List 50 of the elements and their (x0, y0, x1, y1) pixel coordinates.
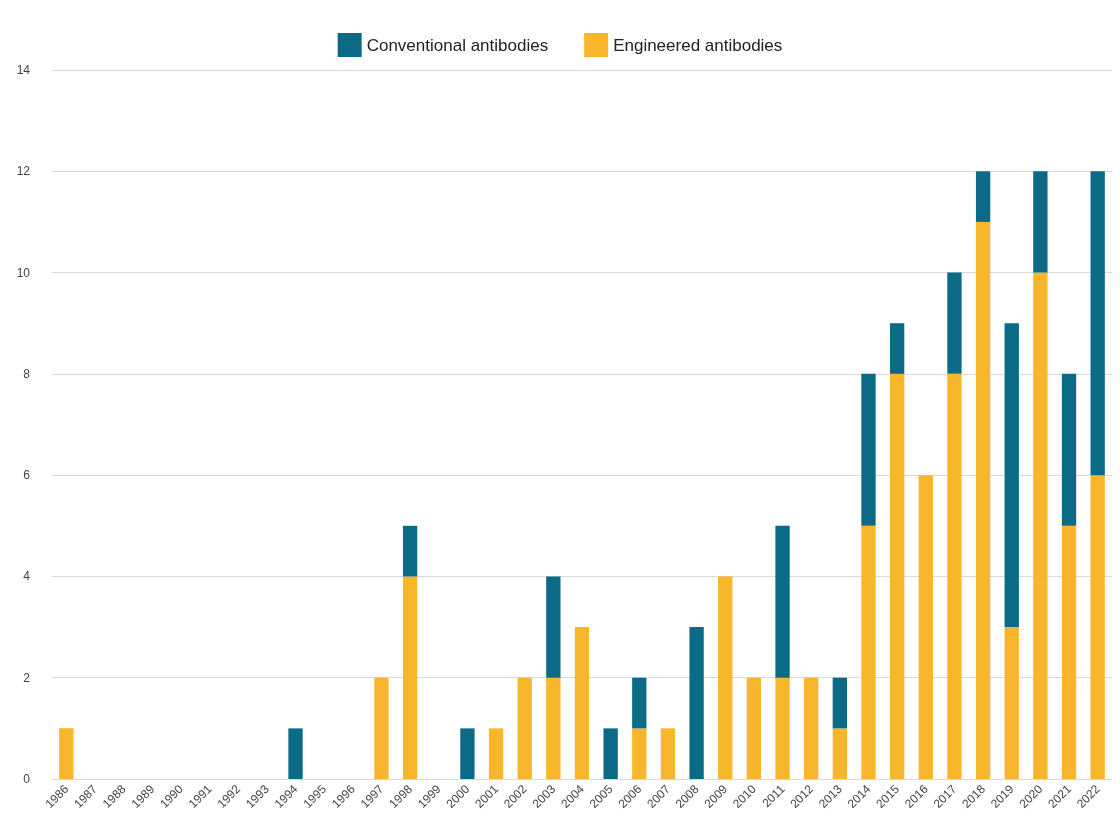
bar (488, 728, 504, 779)
y-tick-label: 8 (23, 366, 31, 381)
y-tick-label: 0 (23, 772, 31, 786)
y-tick-label: 12 (16, 164, 31, 179)
y-tick-label: 14 (16, 63, 31, 77)
bar (689, 627, 704, 779)
legend-label: Conventional antibodies (366, 35, 549, 55)
bar (832, 677, 847, 729)
bar (1061, 373, 1077, 526)
bar (889, 373, 905, 779)
bar (947, 373, 962, 779)
bar (660, 728, 676, 779)
bar (632, 677, 647, 729)
y-tick-label: 6 (23, 468, 31, 483)
bar (546, 576, 561, 678)
bar (517, 677, 532, 779)
y-tick-label: 4 (23, 569, 31, 584)
bar (59, 728, 74, 779)
bar (746, 677, 762, 779)
bar (975, 221, 991, 779)
bar (546, 677, 561, 779)
bar (889, 323, 905, 374)
bar (947, 272, 962, 374)
bar (460, 728, 475, 779)
bar (775, 677, 790, 779)
bar (402, 576, 418, 779)
bar (1033, 171, 1048, 273)
bar (603, 728, 618, 779)
bar (975, 171, 991, 222)
bar (1004, 627, 1019, 779)
bar (718, 576, 733, 779)
bar (574, 627, 590, 779)
bar (832, 728, 847, 779)
bar (632, 728, 647, 779)
bar (1033, 272, 1048, 779)
bar (1061, 525, 1077, 779)
y-tick-label: 10 (16, 265, 31, 280)
y-tick-label: 2 (23, 670, 31, 685)
bar (1090, 475, 1105, 779)
bar (1090, 171, 1105, 476)
bar (918, 475, 933, 779)
bar (288, 728, 303, 779)
legend-label: Engineered antibodies (613, 35, 783, 55)
bar (775, 525, 790, 678)
bar (804, 677, 819, 779)
bar (1004, 323, 1019, 628)
bar (402, 525, 418, 577)
bar (861, 525, 876, 779)
bar (374, 677, 389, 779)
bar (861, 373, 876, 526)
